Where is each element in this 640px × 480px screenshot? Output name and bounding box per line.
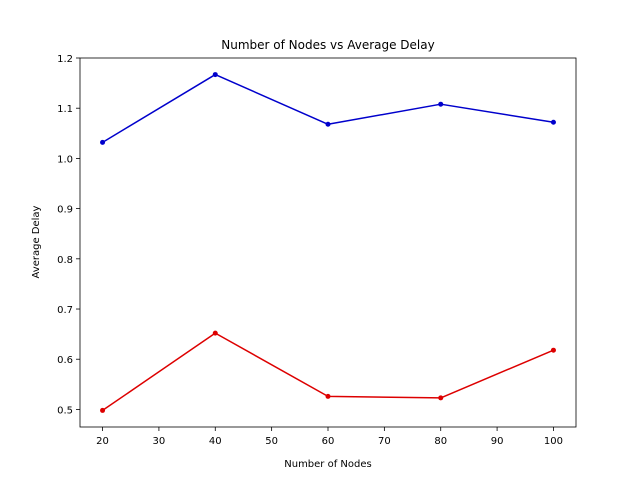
y-tick-label: 0.7 — [57, 305, 73, 316]
series-1-point — [325, 121, 331, 127]
x-tick-label: 30 — [153, 436, 166, 447]
x-tick-label: 40 — [209, 436, 222, 447]
series-1-point — [100, 139, 106, 145]
series-1-point — [550, 119, 556, 125]
y-tick-label: 1.0 — [57, 154, 73, 165]
x-tick-label: 90 — [491, 436, 504, 447]
y-tick-label: 0.5 — [57, 405, 73, 416]
series-2-point — [550, 347, 556, 353]
y-tick-label: 1.2 — [57, 54, 73, 65]
chart-title: Number of Nodes vs Average Delay — [221, 38, 434, 52]
x-tick-label: 80 — [434, 436, 447, 447]
y-tick-label: 0.9 — [57, 205, 73, 216]
series-2-point — [100, 407, 106, 413]
y-tick-label: 1.1 — [57, 104, 73, 115]
series-2-point — [212, 330, 218, 336]
x-tick-label: 100 — [544, 436, 563, 447]
y-axis-label: Average Delay — [31, 205, 42, 278]
y-tick-label: 0.6 — [57, 355, 73, 366]
x-tick-label: 50 — [265, 436, 278, 447]
x-axis-label: Number of Nodes — [284, 459, 371, 470]
x-tick-label: 70 — [378, 436, 391, 447]
plot-area: 20 30 40 50 60 70 80 90 100 0.5 0.6 0.7 0.8 0.9 1.0 1.1… — [57, 54, 577, 447]
x-tick-label: 60 — [322, 436, 335, 447]
x-tick-label: 20 — [96, 436, 109, 447]
series-2-point — [438, 395, 444, 401]
series-1-point — [212, 72, 218, 78]
series-2-point — [325, 393, 331, 399]
series-1-point — [438, 101, 444, 107]
y-tick-label: 0.8 — [57, 255, 73, 266]
